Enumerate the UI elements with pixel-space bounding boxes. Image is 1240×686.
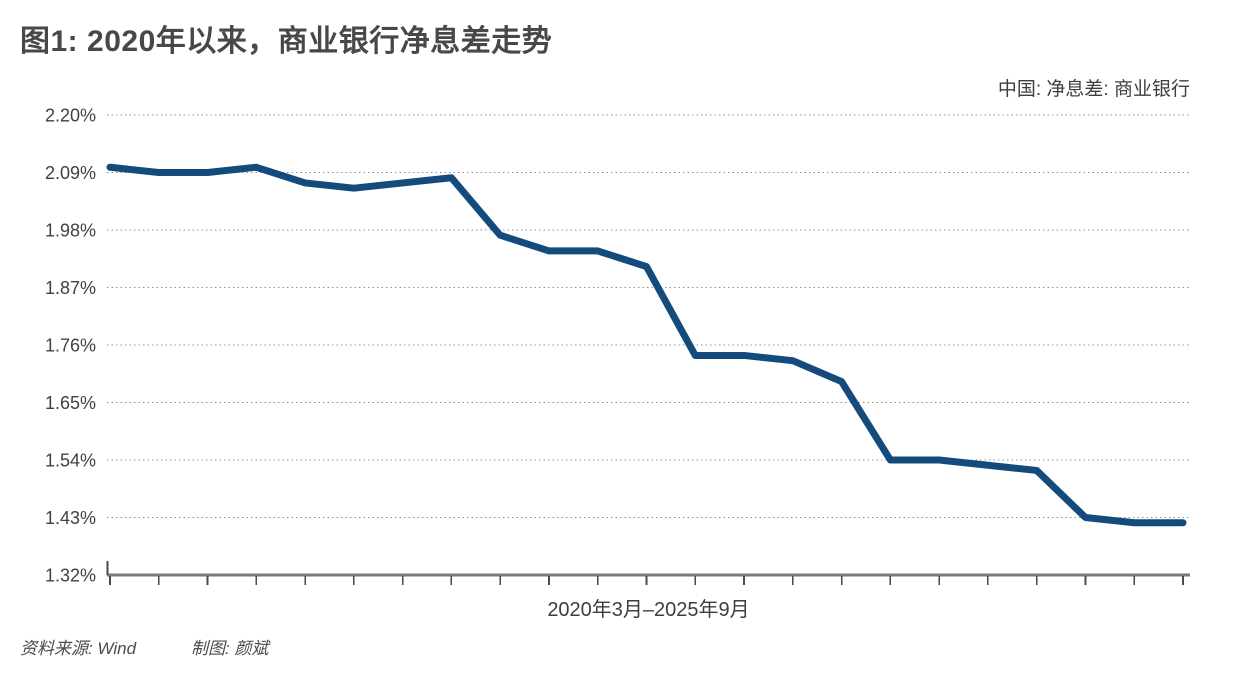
y-axis-tick-label: 1.32% <box>45 566 96 586</box>
series-legend-label: 中国: 净息差: 商业银行 <box>997 79 1190 100</box>
y-axis-tick-label: 2.09% <box>45 163 96 183</box>
chart-title: 图1: 2020年以来，商业银行净息差走势 <box>20 25 553 58</box>
y-axis-tick-label: 2.20% <box>45 106 96 126</box>
x-axis-title: 2020年3月–2025年9月 <box>547 599 750 621</box>
y-axis-tick-label: 1.98% <box>45 221 96 241</box>
chart-footer: 资料来源: Wind 制图: 颜斌 <box>20 634 268 659</box>
y-axis-tick-label: 1.54% <box>45 451 96 471</box>
y-axis-tick-label: 1.87% <box>45 278 96 298</box>
y-axis-tick-label: 1.65% <box>45 393 96 413</box>
data-source-label: 资料来源: Wind <box>20 639 137 658</box>
chart-author-label: 制图: 颜斌 <box>191 639 269 658</box>
y-axis-tick-label: 1.76% <box>45 336 96 356</box>
y-axis-tick-label: 1.43% <box>45 508 96 528</box>
nim-line-series <box>106 163 1187 527</box>
